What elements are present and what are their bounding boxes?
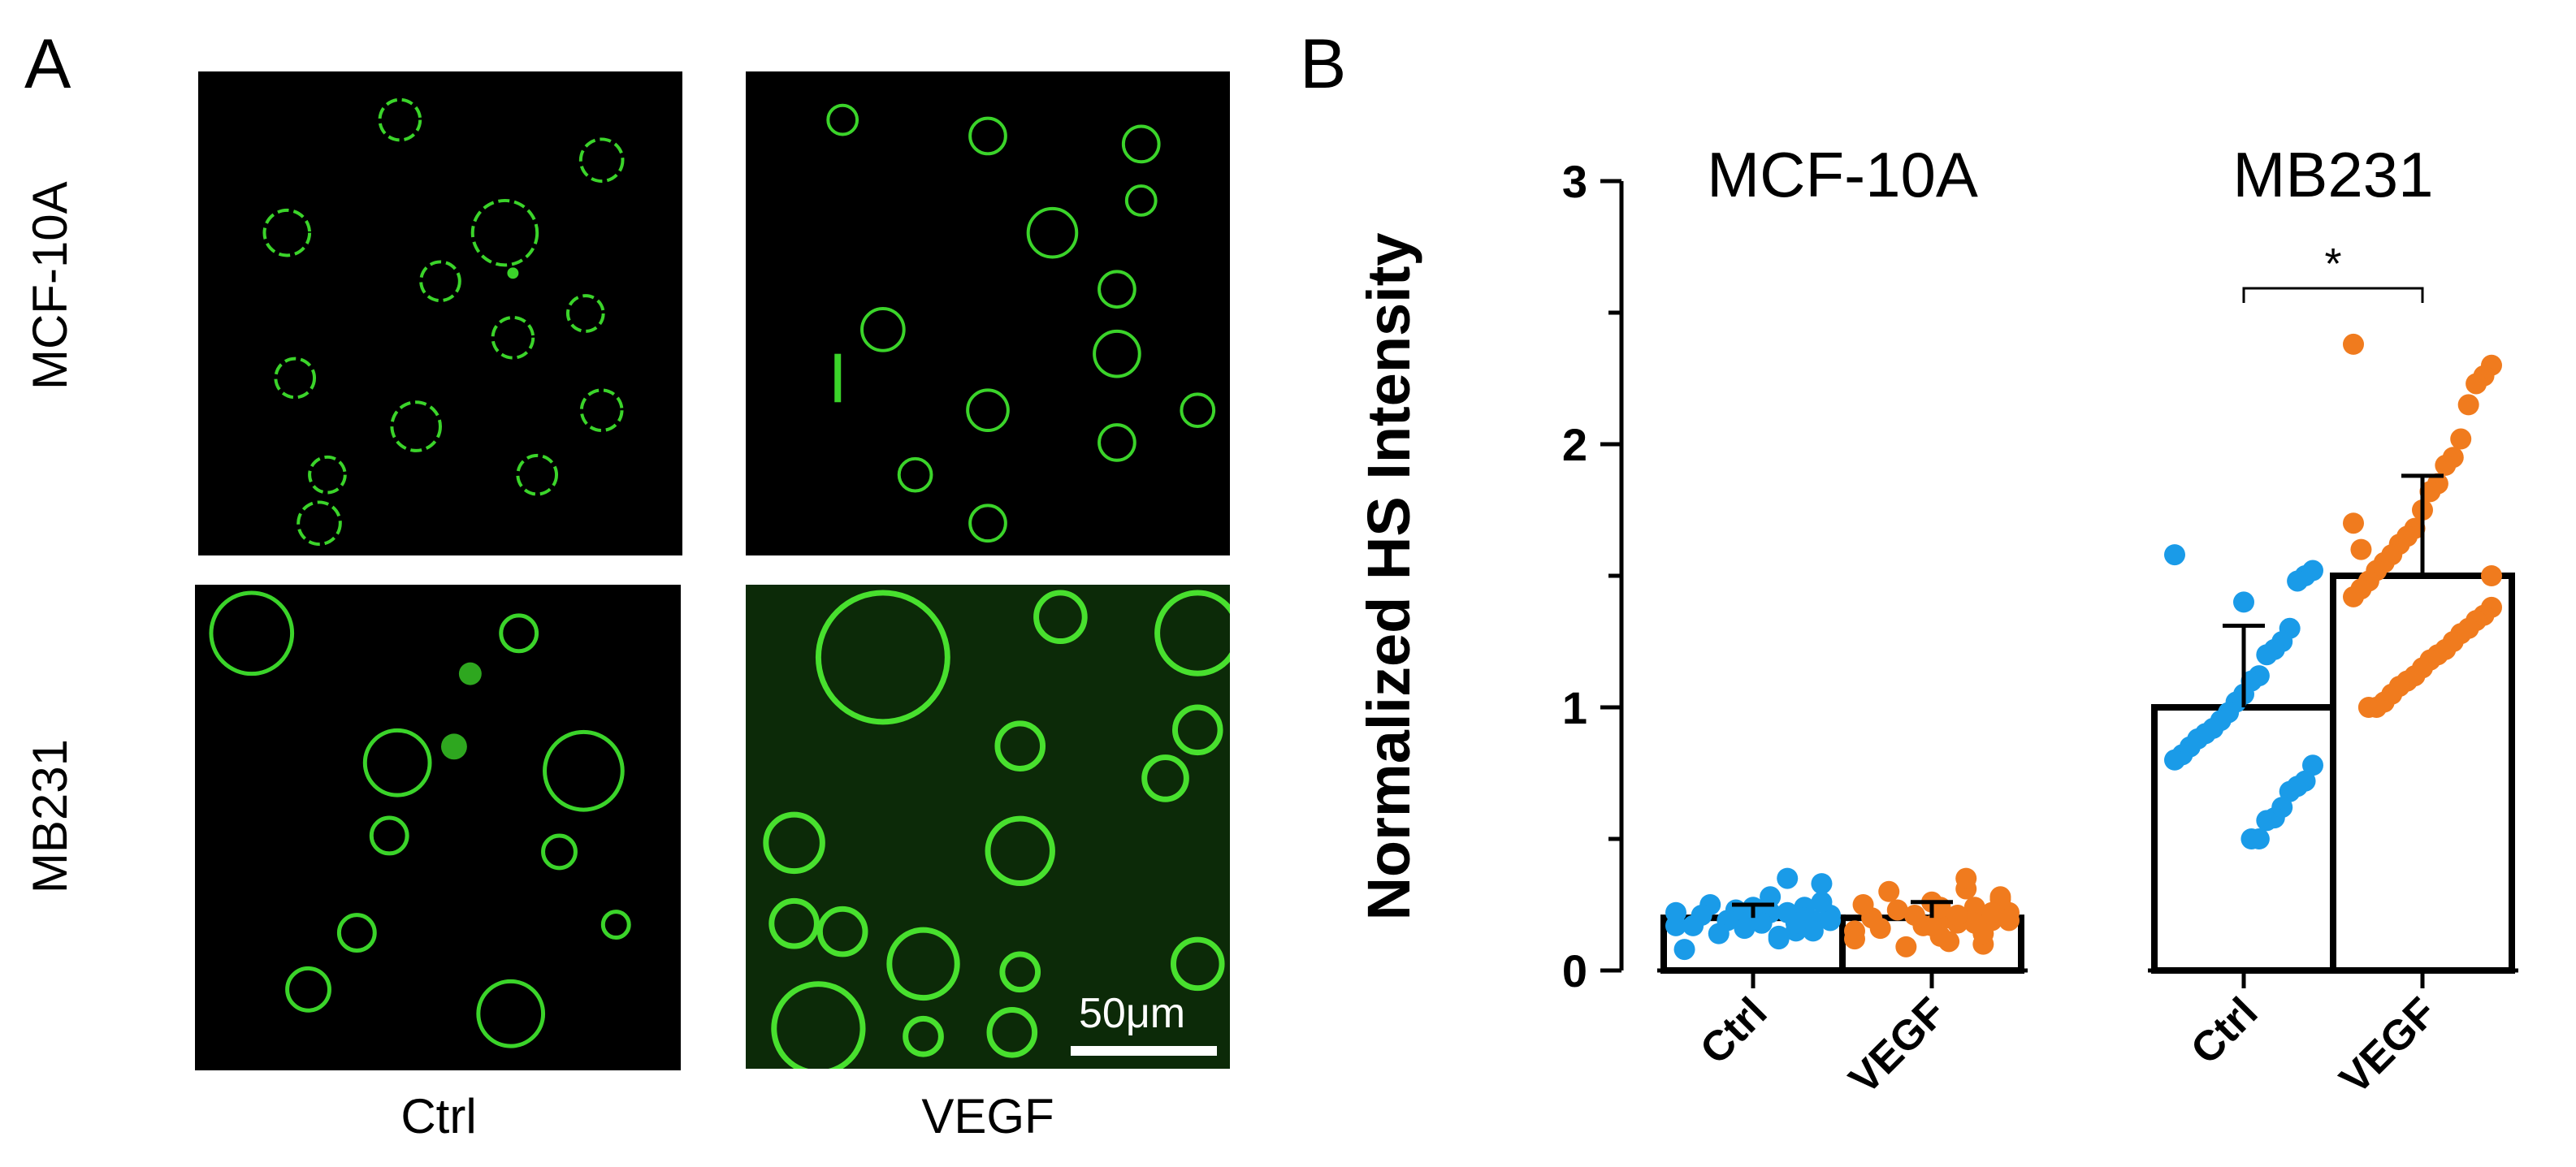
- data-point: [1955, 867, 1977, 889]
- micrograph-mb231-vegf: [746, 585, 1230, 1069]
- data-point: [1682, 914, 1704, 936]
- data-point: [1844, 928, 1865, 950]
- data-point: [1785, 912, 1807, 934]
- data-point: [1751, 912, 1773, 934]
- hs-intensity-bar-chart: Normalized HS Intensity 0 1 2 3 Ctrl VEGF Ctrl…: [1355, 139, 2518, 1104]
- data-point: [2256, 810, 2278, 832]
- data-point: [1673, 939, 1695, 961]
- data-point: [2302, 754, 2323, 776]
- data-point: [2240, 828, 2262, 849]
- data-point: [2343, 333, 2364, 355]
- group-label: MB231: [2232, 139, 2433, 210]
- data-point: [1820, 910, 1841, 931]
- column-label-ctrl: Ctrl: [400, 1089, 477, 1143]
- micrograph-mcf10a-ctrl: [198, 71, 682, 555]
- y-tick-label: 3: [1562, 156, 1587, 207]
- data-point: [2357, 697, 2379, 718]
- y-tick-label: 0: [1562, 945, 1587, 996]
- data-point: [2343, 586, 2364, 607]
- panel-letter-a: A: [24, 25, 71, 103]
- data-point: [1777, 867, 1799, 889]
- y-axis-title: Normalized HS Intensity: [1355, 232, 1422, 920]
- data-point: [1811, 873, 1833, 895]
- data-point: [2419, 481, 2441, 503]
- data-point: [2450, 428, 2472, 450]
- data-point: [2279, 780, 2301, 802]
- data-point: [2233, 591, 2254, 613]
- data-point: [1938, 931, 1960, 953]
- scale-bar-label: 50μm: [1079, 990, 1186, 1037]
- x-tick-label: VEGF: [2331, 988, 2445, 1103]
- data-point: [1963, 897, 1985, 918]
- data-point: [1981, 901, 2002, 923]
- data-point: [2481, 565, 2502, 586]
- data-point: [1886, 899, 1908, 921]
- data-point: [1811, 891, 1833, 913]
- panel-letter-b: B: [1300, 25, 1347, 103]
- row-label-mb231: MB231: [23, 738, 77, 894]
- data-point: [1734, 918, 1756, 940]
- data-point: [1878, 880, 1900, 902]
- group-label: MCF-10A: [1707, 139, 1978, 210]
- bar-3: [2330, 573, 2515, 974]
- data-point: [1921, 914, 1942, 936]
- data-point: [1946, 904, 1968, 926]
- data-point: [2457, 394, 2479, 416]
- data-point: [2256, 644, 2278, 666]
- scale-bar: [1071, 1046, 1217, 1056]
- data-point: [2343, 512, 2364, 534]
- data-point: [1768, 925, 1790, 947]
- data-point: [1665, 901, 1686, 923]
- y-tick-label: 2: [1562, 419, 1587, 470]
- data-point: [2350, 538, 2372, 560]
- micrograph-mb231-ctrl: [195, 585, 681, 1070]
- data-point: [2164, 749, 2185, 771]
- data-point: [1963, 912, 1985, 934]
- data-point: [2435, 454, 2457, 476]
- x-tick-label: Ctrl: [2182, 988, 2266, 1073]
- y-tick-label: 1: [1562, 682, 1587, 733]
- x-tick-label: VEGF: [1840, 988, 1955, 1103]
- data-point: [1852, 894, 1874, 915]
- row-label-mcf10a: MCF-10A: [23, 181, 77, 390]
- significance-bracket: [2242, 287, 2424, 303]
- data-point: [1760, 886, 1782, 908]
- column-label-vegf: VEGF: [921, 1089, 1054, 1143]
- data-point: [1895, 936, 1917, 957]
- data-point: [2164, 544, 2185, 566]
- data-point: [1708, 923, 1730, 944]
- data-point: [2287, 570, 2309, 592]
- data-point: [1998, 910, 2020, 931]
- significance-star: *: [2324, 240, 2341, 288]
- micrograph-mcf10a-vegf: [746, 71, 1230, 555]
- data-point: [2466, 373, 2487, 395]
- data-point: [1903, 904, 1925, 926]
- x-tick-label: Ctrl: [1691, 988, 1776, 1073]
